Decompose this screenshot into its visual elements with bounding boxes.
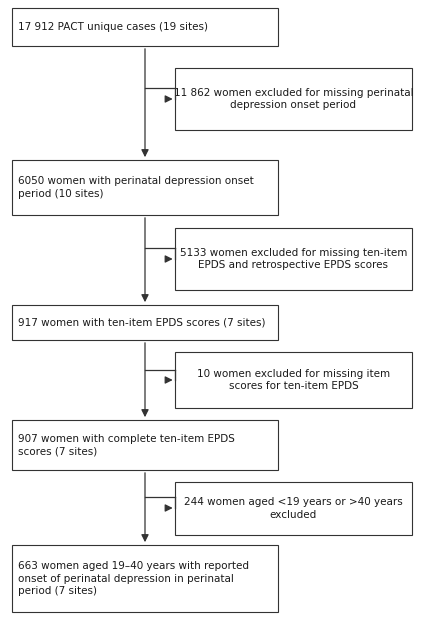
Text: 663 women aged 19–40 years with reported
onset of perinatal depression in perina: 663 women aged 19–40 years with reported… [18, 560, 249, 596]
Text: 244 women aged <19 years or >40 years
excluded: 244 women aged <19 years or >40 years ex… [184, 497, 403, 520]
Text: 917 women with ten-item EPDS scores (7 sites): 917 women with ten-item EPDS scores (7 s… [18, 317, 266, 328]
Bar [175, 352, 412, 408]
Text: 907 women with complete ten-item EPDS
scores (7 sites): 907 women with complete ten-item EPDS sc… [18, 434, 235, 457]
Bar [12, 8, 278, 46]
Text: 10 women excluded for missing item
scores for ten-item EPDS: 10 women excluded for missing item score… [197, 369, 390, 391]
Bar [175, 68, 412, 130]
Bar [12, 420, 278, 470]
Text: 6050 women with perinatal depression onset
period (10 sites): 6050 women with perinatal depression ons… [18, 176, 254, 199]
Bar [12, 305, 278, 340]
Text: 11 862 women excluded for missing perinatal
depression onset period: 11 862 women excluded for missing perina… [174, 88, 413, 110]
Bar [175, 482, 412, 535]
Bar [12, 545, 278, 612]
Bar [175, 228, 412, 290]
Text: 17 912 PACT unique cases (19 sites): 17 912 PACT unique cases (19 sites) [18, 22, 208, 32]
Text: 5133 women excluded for missing ten-item
EPDS and retrospective EPDS scores: 5133 women excluded for missing ten-item… [180, 248, 407, 271]
Bar [12, 160, 278, 215]
